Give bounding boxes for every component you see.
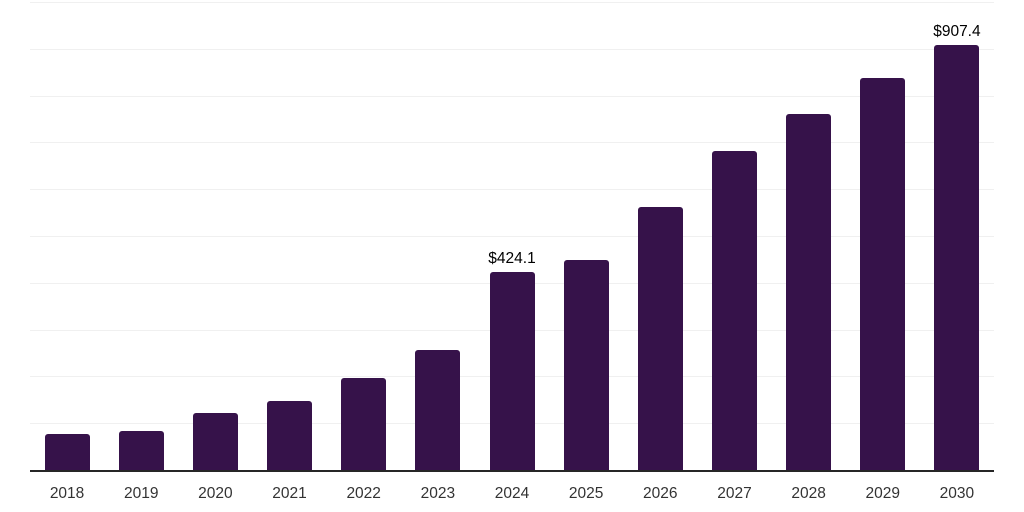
x-axis-label-2026: 2026 bbox=[643, 485, 678, 502]
gridline bbox=[30, 189, 994, 191]
bar-2026 bbox=[637, 206, 683, 470]
bar-value-label-2030: $907.4 bbox=[933, 23, 981, 41]
x-axis-label-2018: 2018 bbox=[49, 485, 85, 502]
x-axis-label-2028: 2028 bbox=[791, 485, 826, 502]
x-axis-label-2027: 2027 bbox=[717, 485, 752, 502]
bar-2021 bbox=[267, 400, 313, 470]
x-axis-label-2029: 2029 bbox=[865, 485, 900, 502]
gridline bbox=[30, 95, 994, 97]
bar-2028 bbox=[786, 114, 832, 470]
x-axis-line bbox=[30, 470, 994, 472]
bar-2020 bbox=[192, 413, 238, 470]
gridline bbox=[30, 2, 994, 3]
x-axis-label-2025: 2025 bbox=[568, 485, 604, 502]
plot-area: 2018 2019 2020 2021 2022 2023 2024 2025 2026 2027… bbox=[30, 0, 994, 512]
bar-2030 bbox=[934, 45, 980, 470]
bar-2023 bbox=[415, 349, 461, 470]
bar-2024 bbox=[489, 271, 535, 470]
gridline bbox=[30, 236, 994, 237]
gridline bbox=[30, 142, 994, 144]
bar-2029 bbox=[860, 78, 906, 470]
bar-2018 bbox=[44, 434, 90, 470]
bar-value-label-2024: $424.1 bbox=[488, 249, 536, 267]
bar-2025 bbox=[563, 259, 609, 470]
x-axis-label-2024: 2024 bbox=[494, 485, 530, 502]
bar-2022 bbox=[341, 377, 387, 470]
gridline bbox=[30, 48, 994, 50]
bar-2019 bbox=[118, 431, 164, 470]
x-axis-label-2021: 2021 bbox=[272, 485, 307, 502]
x-axis-label-2019: 2019 bbox=[123, 485, 159, 502]
x-axis-label-2022: 2022 bbox=[346, 485, 381, 502]
x-axis-label-2023: 2023 bbox=[420, 485, 456, 502]
x-axis-label-2030: 2030 bbox=[939, 485, 975, 502]
bar-2027 bbox=[711, 151, 757, 470]
x-axis-label-2020: 2020 bbox=[198, 485, 233, 502]
